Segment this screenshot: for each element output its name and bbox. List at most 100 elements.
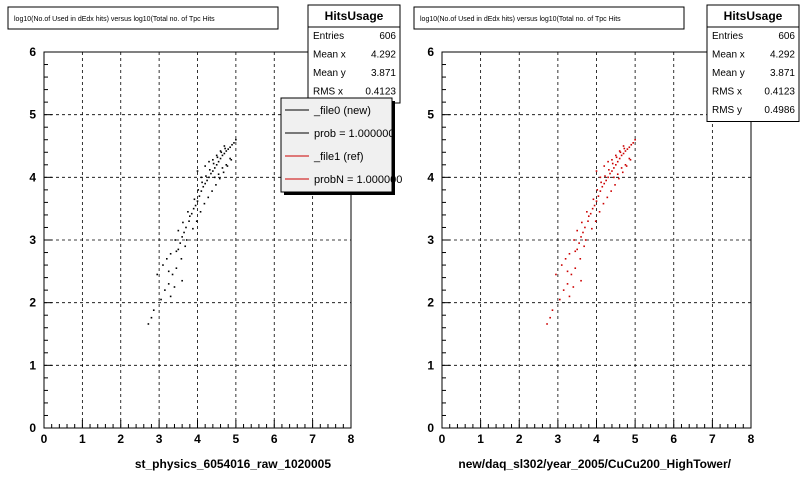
data-point: [584, 226, 586, 229]
scatter-points: [147, 138, 237, 325]
data-point: [606, 196, 609, 199]
y-tick-label: 1: [29, 358, 36, 372]
x-axis-label: new/daq_sl302/year_2005/CuCu200_HighTowe…: [458, 457, 731, 471]
data-point: [603, 165, 606, 167]
data-point: [213, 167, 216, 169]
data-point: [574, 250, 577, 253]
data-point: [212, 158, 214, 161]
data-point: [604, 175, 606, 177]
data-point: [611, 162, 614, 165]
data-point: [628, 146, 631, 149]
title-box: [413, 6, 685, 30]
data-point: [597, 195, 600, 197]
legend-label: _file1 (ref): [313, 151, 364, 163]
data-point: [608, 169, 610, 171]
chart-panel-1: log10(No.of Used in dEdx hits) versus lo…: [7, 4, 402, 471]
data-point: [610, 190, 612, 192]
data-point: [215, 164, 218, 166]
data-point: [188, 220, 190, 222]
x-tick-label: 6: [271, 432, 278, 446]
data-point: [632, 142, 634, 144]
data-point: [194, 204, 197, 207]
data-point: [196, 200, 199, 202]
stats-label: RMS x: [313, 87, 343, 98]
stats-label: Entries: [313, 31, 344, 42]
x-axis-label: st_physics_6054016_raw_1020005: [135, 457, 331, 471]
data-point: [223, 145, 226, 147]
data-point: [218, 177, 221, 180]
data-point: [595, 200, 598, 202]
data-point: [203, 202, 206, 205]
data-point: [613, 176, 615, 179]
x-tick-label: 7: [709, 432, 716, 446]
data-point: [166, 258, 168, 260]
data-point: [572, 286, 575, 288]
data-point: [615, 154, 617, 157]
data-point: [591, 227, 593, 230]
y-tick-label: 6: [427, 45, 434, 59]
x-tick-label: 5: [632, 432, 639, 446]
data-point: [611, 158, 613, 161]
data-point: [573, 239, 575, 241]
data-point: [594, 220, 597, 222]
stats-name: HitsUsage: [724, 9, 783, 23]
stats-name: HitsUsage: [325, 9, 384, 23]
data-point: [224, 147, 226, 150]
data-point: [619, 151, 622, 154]
data-point: [559, 298, 561, 301]
data-point: [167, 283, 170, 285]
data-point: [562, 289, 565, 291]
data-point: [201, 181, 203, 184]
data-point: [555, 273, 557, 276]
data-point: [213, 176, 216, 179]
x-tick-label: 3: [156, 432, 163, 446]
y-tick-label: 1: [427, 358, 434, 372]
y-tick-label: 5: [29, 108, 36, 122]
x-tick-label: 8: [348, 432, 355, 446]
data-point: [212, 170, 214, 172]
data-point: [599, 176, 602, 179]
data-point: [192, 207, 195, 210]
data-point: [150, 316, 153, 319]
data-point: [549, 316, 551, 319]
data-point: [614, 184, 616, 186]
data-point: [583, 245, 585, 248]
stats-label: Mean y: [313, 68, 346, 79]
stats-label: Mean y: [712, 68, 745, 79]
data-point: [568, 295, 571, 298]
data-point: [180, 258, 183, 260]
data-point: [177, 229, 180, 232]
data-point: [584, 239, 587, 241]
data-point: [616, 160, 619, 163]
data-point: [220, 151, 223, 154]
x-tick-label: 7: [309, 432, 316, 446]
data-point: [196, 170, 199, 172]
data-point: [216, 156, 219, 159]
stats-value: 0.4986: [764, 105, 795, 116]
data-point: [624, 150, 627, 152]
data-point: [622, 145, 625, 147]
data-point: [182, 221, 184, 224]
data-point: [580, 236, 582, 238]
data-point: [231, 143, 233, 146]
data-point: [607, 176, 609, 179]
data-point: [206, 179, 208, 182]
data-point: [230, 158, 233, 161]
y-tick-label: 0: [427, 421, 434, 435]
data-point: [628, 157, 631, 160]
data-point: [625, 165, 628, 167]
data-point: [221, 167, 224, 169]
data-point: [171, 273, 174, 276]
data-point: [193, 198, 196, 201]
data-point: [599, 190, 602, 192]
data-point: [167, 270, 170, 273]
chart-title: log10(No.of Used in dEdx hits) versus lo…: [420, 16, 621, 23]
title-box: [7, 6, 279, 30]
data-point: [210, 172, 212, 175]
x-tick-label: 4: [593, 432, 600, 446]
data-point: [208, 160, 210, 163]
stats-value: 4.292: [371, 50, 396, 61]
data-point: [208, 169, 211, 171]
data-point: [208, 176, 210, 179]
